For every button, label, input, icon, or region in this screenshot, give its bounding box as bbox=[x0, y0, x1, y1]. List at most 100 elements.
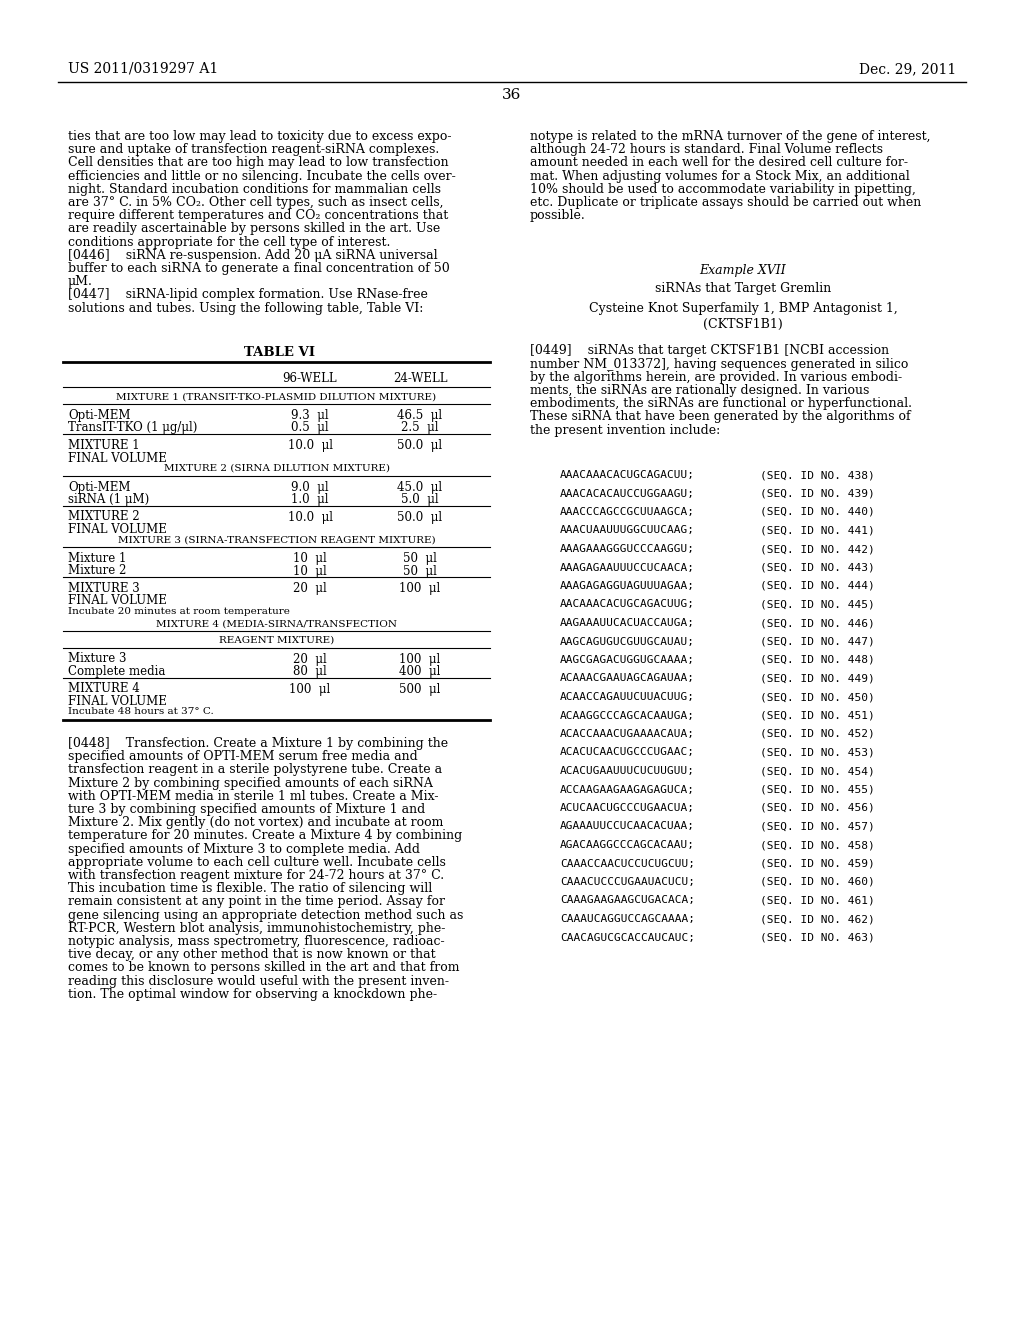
Text: 50  μl: 50 μl bbox=[403, 552, 437, 565]
Text: (SEQ. ID NO. 438): (SEQ. ID NO. 438) bbox=[760, 470, 874, 480]
Text: 36: 36 bbox=[503, 88, 521, 102]
Text: 100  μl: 100 μl bbox=[399, 582, 440, 595]
Text: buffer to each siRNA to generate a final concentration of 50: buffer to each siRNA to generate a final… bbox=[68, 261, 450, 275]
Text: (SEQ. ID NO. 444): (SEQ. ID NO. 444) bbox=[760, 581, 874, 591]
Text: Opti-MEM: Opti-MEM bbox=[68, 409, 130, 422]
Text: 50.0  μl: 50.0 μl bbox=[397, 511, 442, 524]
Text: 20  μl: 20 μl bbox=[293, 582, 327, 595]
Text: FINAL VOLUME: FINAL VOLUME bbox=[68, 523, 167, 536]
Text: 0.5  μl: 0.5 μl bbox=[291, 421, 329, 434]
Text: ACAAGGCCCAGCACAAUGA;: ACAAGGCCCAGCACAAUGA; bbox=[560, 710, 695, 721]
Text: 80  μl: 80 μl bbox=[293, 665, 327, 678]
Text: ACACUGAAUUUCUCUUGUU;: ACACUGAAUUUCUCUUGUU; bbox=[560, 766, 695, 776]
Text: efficiencies and little or no silencing. Incubate the cells over-: efficiencies and little or no silencing.… bbox=[68, 169, 456, 182]
Text: AAAGAAAGGGUCCCAAGGU;: AAAGAAAGGGUCCCAAGGU; bbox=[560, 544, 695, 554]
Text: Incubate 48 hours at 37° C.: Incubate 48 hours at 37° C. bbox=[68, 708, 214, 717]
Text: with OPTI-MEM media in sterile 1 ml tubes. Create a Mix-: with OPTI-MEM media in sterile 1 ml tube… bbox=[68, 789, 438, 803]
Text: (SEQ. ID NO. 450): (SEQ. ID NO. 450) bbox=[760, 692, 874, 702]
Text: 10% should be used to accommodate variability in pipetting,: 10% should be used to accommodate variab… bbox=[530, 182, 915, 195]
Text: ACAACCAGAUUCUUACUUG;: ACAACCAGAUUCUUACUUG; bbox=[560, 692, 695, 702]
Text: (SEQ. ID NO. 462): (SEQ. ID NO. 462) bbox=[760, 913, 874, 924]
Text: [0447]    siRNA-lipid complex formation. Use RNase-free: [0447] siRNA-lipid complex formation. Us… bbox=[68, 288, 428, 301]
Text: (SEQ. ID NO. 448): (SEQ. ID NO. 448) bbox=[760, 655, 874, 665]
Text: remain consistent at any point in the time period. Assay for: remain consistent at any point in the ti… bbox=[68, 895, 445, 908]
Text: 100  μl: 100 μl bbox=[290, 682, 331, 696]
Text: temperature for 20 minutes. Create a Mixture 4 by combining: temperature for 20 minutes. Create a Mix… bbox=[68, 829, 462, 842]
Text: US 2011/0319297 A1: US 2011/0319297 A1 bbox=[68, 62, 218, 77]
Text: solutions and tubes. Using the following table, Table VI:: solutions and tubes. Using the following… bbox=[68, 301, 423, 314]
Text: AAACAAACACUGCAGACUU;: AAACAAACACUGCAGACUU; bbox=[560, 470, 695, 480]
Text: ACAAACGAAUAGCAGAUAA;: ACAAACGAAUAGCAGAUAA; bbox=[560, 673, 695, 684]
Text: (SEQ. ID NO. 458): (SEQ. ID NO. 458) bbox=[760, 840, 874, 850]
Text: Mixture 2. Mix gently (do not vortex) and incubate at room: Mixture 2. Mix gently (do not vortex) an… bbox=[68, 816, 443, 829]
Text: comes to be known to persons skilled in the art and that from: comes to be known to persons skilled in … bbox=[68, 961, 460, 974]
Text: notype is related to the mRNA turnover of the gene of interest,: notype is related to the mRNA turnover o… bbox=[530, 129, 931, 143]
Text: Dec. 29, 2011: Dec. 29, 2011 bbox=[859, 62, 956, 77]
Text: specified amounts of Mixture 3 to complete media. Add: specified amounts of Mixture 3 to comple… bbox=[68, 842, 420, 855]
Text: μM.: μM. bbox=[68, 275, 93, 288]
Text: number NM_013372], having sequences generated in silico: number NM_013372], having sequences gene… bbox=[530, 358, 908, 371]
Text: Mixture 2 by combining specified amounts of each siRNA: Mixture 2 by combining specified amounts… bbox=[68, 776, 433, 789]
Text: specified amounts of OPTI-MEM serum free media and: specified amounts of OPTI-MEM serum free… bbox=[68, 750, 418, 763]
Text: Example XVII: Example XVII bbox=[699, 264, 786, 277]
Text: (SEQ. ID NO. 461): (SEQ. ID NO. 461) bbox=[760, 895, 874, 906]
Text: AAACCCAGCCGCUUAAGCA;: AAACCCAGCCGCUUAAGCA; bbox=[560, 507, 695, 517]
Text: TransIT-TKO (1 μg/μl): TransIT-TKO (1 μg/μl) bbox=[68, 421, 198, 434]
Text: These siRNA that have been generated by the algorithms of: These siRNA that have been generated by … bbox=[530, 411, 910, 424]
Text: (SEQ. ID NO. 454): (SEQ. ID NO. 454) bbox=[760, 766, 874, 776]
Text: 10.0  μl: 10.0 μl bbox=[288, 511, 333, 524]
Text: 9.0  μl: 9.0 μl bbox=[291, 480, 329, 494]
Text: Cysteine Knot Superfamily 1, BMP Antagonist 1,: Cysteine Knot Superfamily 1, BMP Antagon… bbox=[589, 302, 897, 315]
Text: Complete media: Complete media bbox=[68, 665, 165, 678]
Text: ACCAAGAAGAAGAGAGUCA;: ACCAAGAAGAAGAGAGUCA; bbox=[560, 784, 695, 795]
Text: 9.3  μl: 9.3 μl bbox=[291, 409, 329, 422]
Text: with transfection reagent mixture for 24-72 hours at 37° C.: with transfection reagent mixture for 24… bbox=[68, 869, 444, 882]
Text: 500  μl: 500 μl bbox=[399, 682, 440, 696]
Text: 50  μl: 50 μl bbox=[403, 565, 437, 578]
Text: (SEQ. ID NO. 456): (SEQ. ID NO. 456) bbox=[760, 803, 874, 813]
Text: possible.: possible. bbox=[530, 209, 586, 222]
Text: AAACUAAUUUGGCUUCAAG;: AAACUAAUUUGGCUUCAAG; bbox=[560, 525, 695, 536]
Text: (SEQ. ID NO. 460): (SEQ. ID NO. 460) bbox=[760, 876, 874, 887]
Text: 50.0  μl: 50.0 μl bbox=[397, 440, 442, 451]
Text: 10  μl: 10 μl bbox=[293, 552, 327, 565]
Text: MIXTURE 4: MIXTURE 4 bbox=[68, 682, 139, 696]
Text: AGACAAGGCCCAGCACAAU;: AGACAAGGCCCAGCACAAU; bbox=[560, 840, 695, 850]
Text: 45.0  μl: 45.0 μl bbox=[397, 480, 442, 494]
Text: 10  μl: 10 μl bbox=[293, 565, 327, 578]
Text: CAAAGAAGAAGCUGACACA;: CAAAGAAGAAGCUGACACA; bbox=[560, 895, 695, 906]
Text: 24-WELL: 24-WELL bbox=[393, 372, 447, 385]
Text: siRNAs that Target Gremlin: siRNAs that Target Gremlin bbox=[655, 281, 831, 294]
Text: [0446]    siRNA re-suspension. Add 20 μA siRNA universal: [0446] siRNA re-suspension. Add 20 μA si… bbox=[68, 248, 437, 261]
Text: conditions appropriate for the cell type of interest.: conditions appropriate for the cell type… bbox=[68, 235, 390, 248]
Text: ACACUCAACUGCCCUGAAC;: ACACUCAACUGCCCUGAAC; bbox=[560, 747, 695, 758]
Text: ACUCAACUGCCCUGAACUA;: ACUCAACUGCCCUGAACUA; bbox=[560, 803, 695, 813]
Text: (CKTSF1B1): (CKTSF1B1) bbox=[703, 318, 783, 331]
Text: Mixture 2: Mixture 2 bbox=[68, 565, 126, 578]
Text: (SEQ. ID NO. 449): (SEQ. ID NO. 449) bbox=[760, 673, 874, 684]
Text: [0449]    siRNAs that target CKTSF1B1 [NCBI accession: [0449] siRNAs that target CKTSF1B1 [NCBI… bbox=[530, 345, 889, 358]
Text: night. Standard incubation conditions for mammalian cells: night. Standard incubation conditions fo… bbox=[68, 182, 441, 195]
Text: AAGCAGUGUCGUUGCAUAU;: AAGCAGUGUCGUUGCAUAU; bbox=[560, 636, 695, 647]
Text: sure and uptake of transfection reagent-siRNA complexes.: sure and uptake of transfection reagent-… bbox=[68, 143, 439, 156]
Text: (SEQ. ID NO. 463): (SEQ. ID NO. 463) bbox=[760, 932, 874, 942]
Text: CAAACCAACUCCUCUGCUU;: CAAACCAACUCCUCUGCUU; bbox=[560, 858, 695, 869]
Text: Opti-MEM: Opti-MEM bbox=[68, 480, 130, 494]
Text: 400  μl: 400 μl bbox=[399, 665, 440, 678]
Text: AGAAAUUCCUCAACACUAA;: AGAAAUUCCUCAACACUAA; bbox=[560, 821, 695, 832]
Text: REAGENT MIXTURE): REAGENT MIXTURE) bbox=[219, 636, 334, 645]
Text: TABLE VI: TABLE VI bbox=[244, 346, 314, 359]
Text: (SEQ. ID NO. 455): (SEQ. ID NO. 455) bbox=[760, 784, 874, 795]
Text: RT-PCR, Western blot analysis, immunohistochemistry, phe-: RT-PCR, Western blot analysis, immunohis… bbox=[68, 921, 445, 935]
Text: 20  μl: 20 μl bbox=[293, 652, 327, 665]
Text: MIXTURE 4 (MEDIA-SIRNA/TRANSFECTION: MIXTURE 4 (MEDIA-SIRNA/TRANSFECTION bbox=[156, 619, 397, 628]
Text: MIXTURE 1 (TRANSIT-TKO-PLASMID DILUTION MIXTURE): MIXTURE 1 (TRANSIT-TKO-PLASMID DILUTION … bbox=[117, 392, 436, 401]
Text: Cell densities that are too high may lead to low transfection: Cell densities that are too high may lea… bbox=[68, 156, 449, 169]
Text: AAAGAGAAUUUCCUCAACA;: AAAGAGAAUUUCCUCAACA; bbox=[560, 562, 695, 573]
Text: MIXTURE 1: MIXTURE 1 bbox=[68, 440, 139, 451]
Text: MIXTURE 2 (SIRNA DILUTION MIXTURE): MIXTURE 2 (SIRNA DILUTION MIXTURE) bbox=[164, 465, 389, 473]
Text: etc. Duplicate or triplicate assays should be carried out when: etc. Duplicate or triplicate assays shou… bbox=[530, 195, 922, 209]
Text: the present invention include:: the present invention include: bbox=[530, 424, 720, 437]
Text: MIXTURE 3 (SIRNA-TRANSFECTION REAGENT MIXTURE): MIXTURE 3 (SIRNA-TRANSFECTION REAGENT MI… bbox=[118, 536, 435, 544]
Text: AAAGAGAGGUAGUUUAGAA;: AAAGAGAGGUAGUUUAGAA; bbox=[560, 581, 695, 591]
